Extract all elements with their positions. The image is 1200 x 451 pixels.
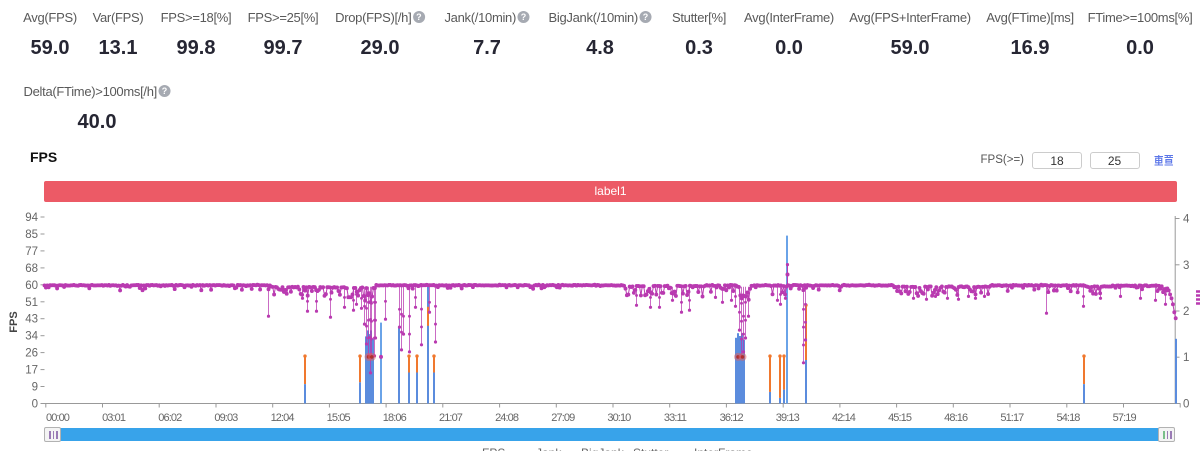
svg-text:45:15: 45:15 (888, 412, 912, 424)
svg-text:94: 94 (25, 212, 38, 224)
svg-text:42:14: 42:14 (832, 412, 856, 424)
svg-text:33:11: 33:11 (664, 412, 687, 424)
svg-text:54:18: 54:18 (1056, 412, 1080, 424)
svg-text:18:06: 18:06 (383, 412, 407, 424)
svg-text:68: 68 (25, 263, 38, 275)
svg-text:4: 4 (1183, 214, 1190, 226)
svg-text:51:17: 51:17 (1000, 412, 1024, 424)
svg-text:43: 43 (25, 314, 38, 326)
svg-text:12:04: 12:04 (271, 412, 295, 424)
svg-text:30:10: 30:10 (607, 412, 631, 424)
svg-text:15:05: 15:05 (327, 412, 351, 424)
svg-text:2: 2 (1183, 306, 1189, 318)
svg-text:57:19: 57:19 (1113, 412, 1137, 424)
svg-text:51: 51 (25, 297, 38, 309)
svg-text:27:09: 27:09 (551, 412, 575, 424)
svg-text:26: 26 (25, 348, 38, 360)
svg-text:24:08: 24:08 (495, 412, 519, 424)
svg-text:03:01: 03:01 (102, 412, 126, 424)
svg-text:48:16: 48:16 (944, 412, 968, 424)
svg-text:3: 3 (1183, 260, 1189, 272)
svg-text:85: 85 (25, 229, 38, 241)
svg-text:09:03: 09:03 (214, 412, 238, 424)
svg-text:1: 1 (1183, 352, 1189, 364)
svg-text:21:07: 21:07 (439, 412, 463, 424)
svg-text:39:13: 39:13 (776, 412, 800, 424)
svg-text:36:12: 36:12 (720, 412, 744, 424)
svg-text:60: 60 (25, 280, 38, 292)
svg-text:00:00: 00:00 (46, 412, 70, 424)
svg-text:0: 0 (1183, 399, 1189, 411)
svg-text:77: 77 (25, 246, 38, 258)
svg-text:9: 9 (32, 382, 38, 394)
svg-text:0: 0 (32, 399, 38, 411)
svg-text:34: 34 (25, 331, 38, 343)
svg-text:17: 17 (25, 365, 38, 377)
svg-text:06:02: 06:02 (158, 412, 182, 424)
